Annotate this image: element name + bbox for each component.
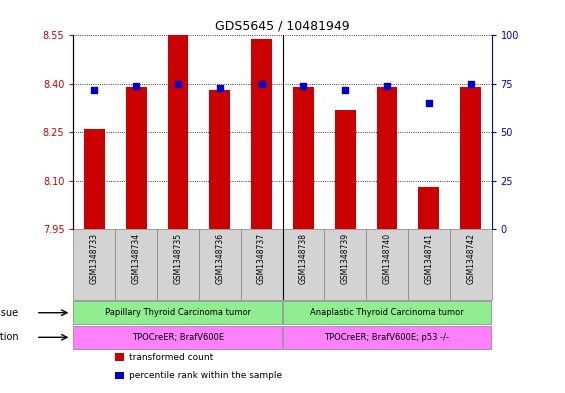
Text: GSM1348733: GSM1348733 xyxy=(90,233,99,284)
Point xyxy=(383,83,392,89)
Text: genotype/variation: genotype/variation xyxy=(0,332,19,342)
Text: GSM1348741: GSM1348741 xyxy=(424,233,433,284)
Text: percentile rank within the sample: percentile rank within the sample xyxy=(129,371,282,380)
Point xyxy=(466,81,475,87)
Text: GSM1348734: GSM1348734 xyxy=(132,233,141,284)
Bar xyxy=(408,230,450,300)
Bar xyxy=(115,372,124,380)
Text: GSM1348737: GSM1348737 xyxy=(257,233,266,284)
Bar xyxy=(418,187,440,230)
Bar xyxy=(241,230,282,300)
Bar xyxy=(293,87,314,230)
Text: TPOCreER; BrafV600E: TPOCreER; BrafV600E xyxy=(132,333,224,342)
Point xyxy=(424,100,433,107)
Bar xyxy=(157,230,199,300)
Text: TPOCreER; BrafV600E; p53 -/-: TPOCreER; BrafV600E; p53 -/- xyxy=(324,333,450,342)
Text: GSM1348740: GSM1348740 xyxy=(383,233,392,284)
Point xyxy=(132,83,141,89)
Bar xyxy=(125,87,147,230)
Text: GSM1348736: GSM1348736 xyxy=(215,233,224,284)
Point xyxy=(215,84,224,91)
Bar xyxy=(282,301,491,324)
Point xyxy=(299,83,308,89)
Text: GSM1348739: GSM1348739 xyxy=(341,233,350,284)
Text: GSM1348742: GSM1348742 xyxy=(466,233,475,284)
Bar xyxy=(209,90,231,230)
Bar xyxy=(167,35,189,230)
Bar xyxy=(199,230,241,300)
Bar xyxy=(282,326,491,349)
Bar xyxy=(450,230,492,300)
Bar xyxy=(334,110,356,230)
Text: GSM1348738: GSM1348738 xyxy=(299,233,308,284)
Text: tissue: tissue xyxy=(0,308,19,318)
Bar xyxy=(377,87,398,230)
Point xyxy=(341,86,350,93)
Bar xyxy=(115,230,157,300)
Bar xyxy=(73,326,282,349)
Text: GSM1348735: GSM1348735 xyxy=(173,233,182,284)
Point xyxy=(173,81,182,87)
Bar xyxy=(251,39,272,230)
Bar xyxy=(282,230,324,300)
Text: Anaplastic Thyroid Carcinoma tumor: Anaplastic Thyroid Carcinoma tumor xyxy=(310,308,464,317)
Text: Papillary Thyroid Carcinoma tumor: Papillary Thyroid Carcinoma tumor xyxy=(105,308,251,317)
Bar xyxy=(115,353,124,361)
Bar xyxy=(73,301,282,324)
Bar xyxy=(324,230,366,300)
Point xyxy=(90,86,99,93)
Bar xyxy=(460,87,481,230)
Text: transformed count: transformed count xyxy=(129,353,213,362)
Bar xyxy=(84,129,105,230)
Bar xyxy=(366,230,408,300)
Title: GDS5645 / 10481949: GDS5645 / 10481949 xyxy=(215,20,350,33)
Point xyxy=(257,81,266,87)
Bar xyxy=(73,230,115,300)
